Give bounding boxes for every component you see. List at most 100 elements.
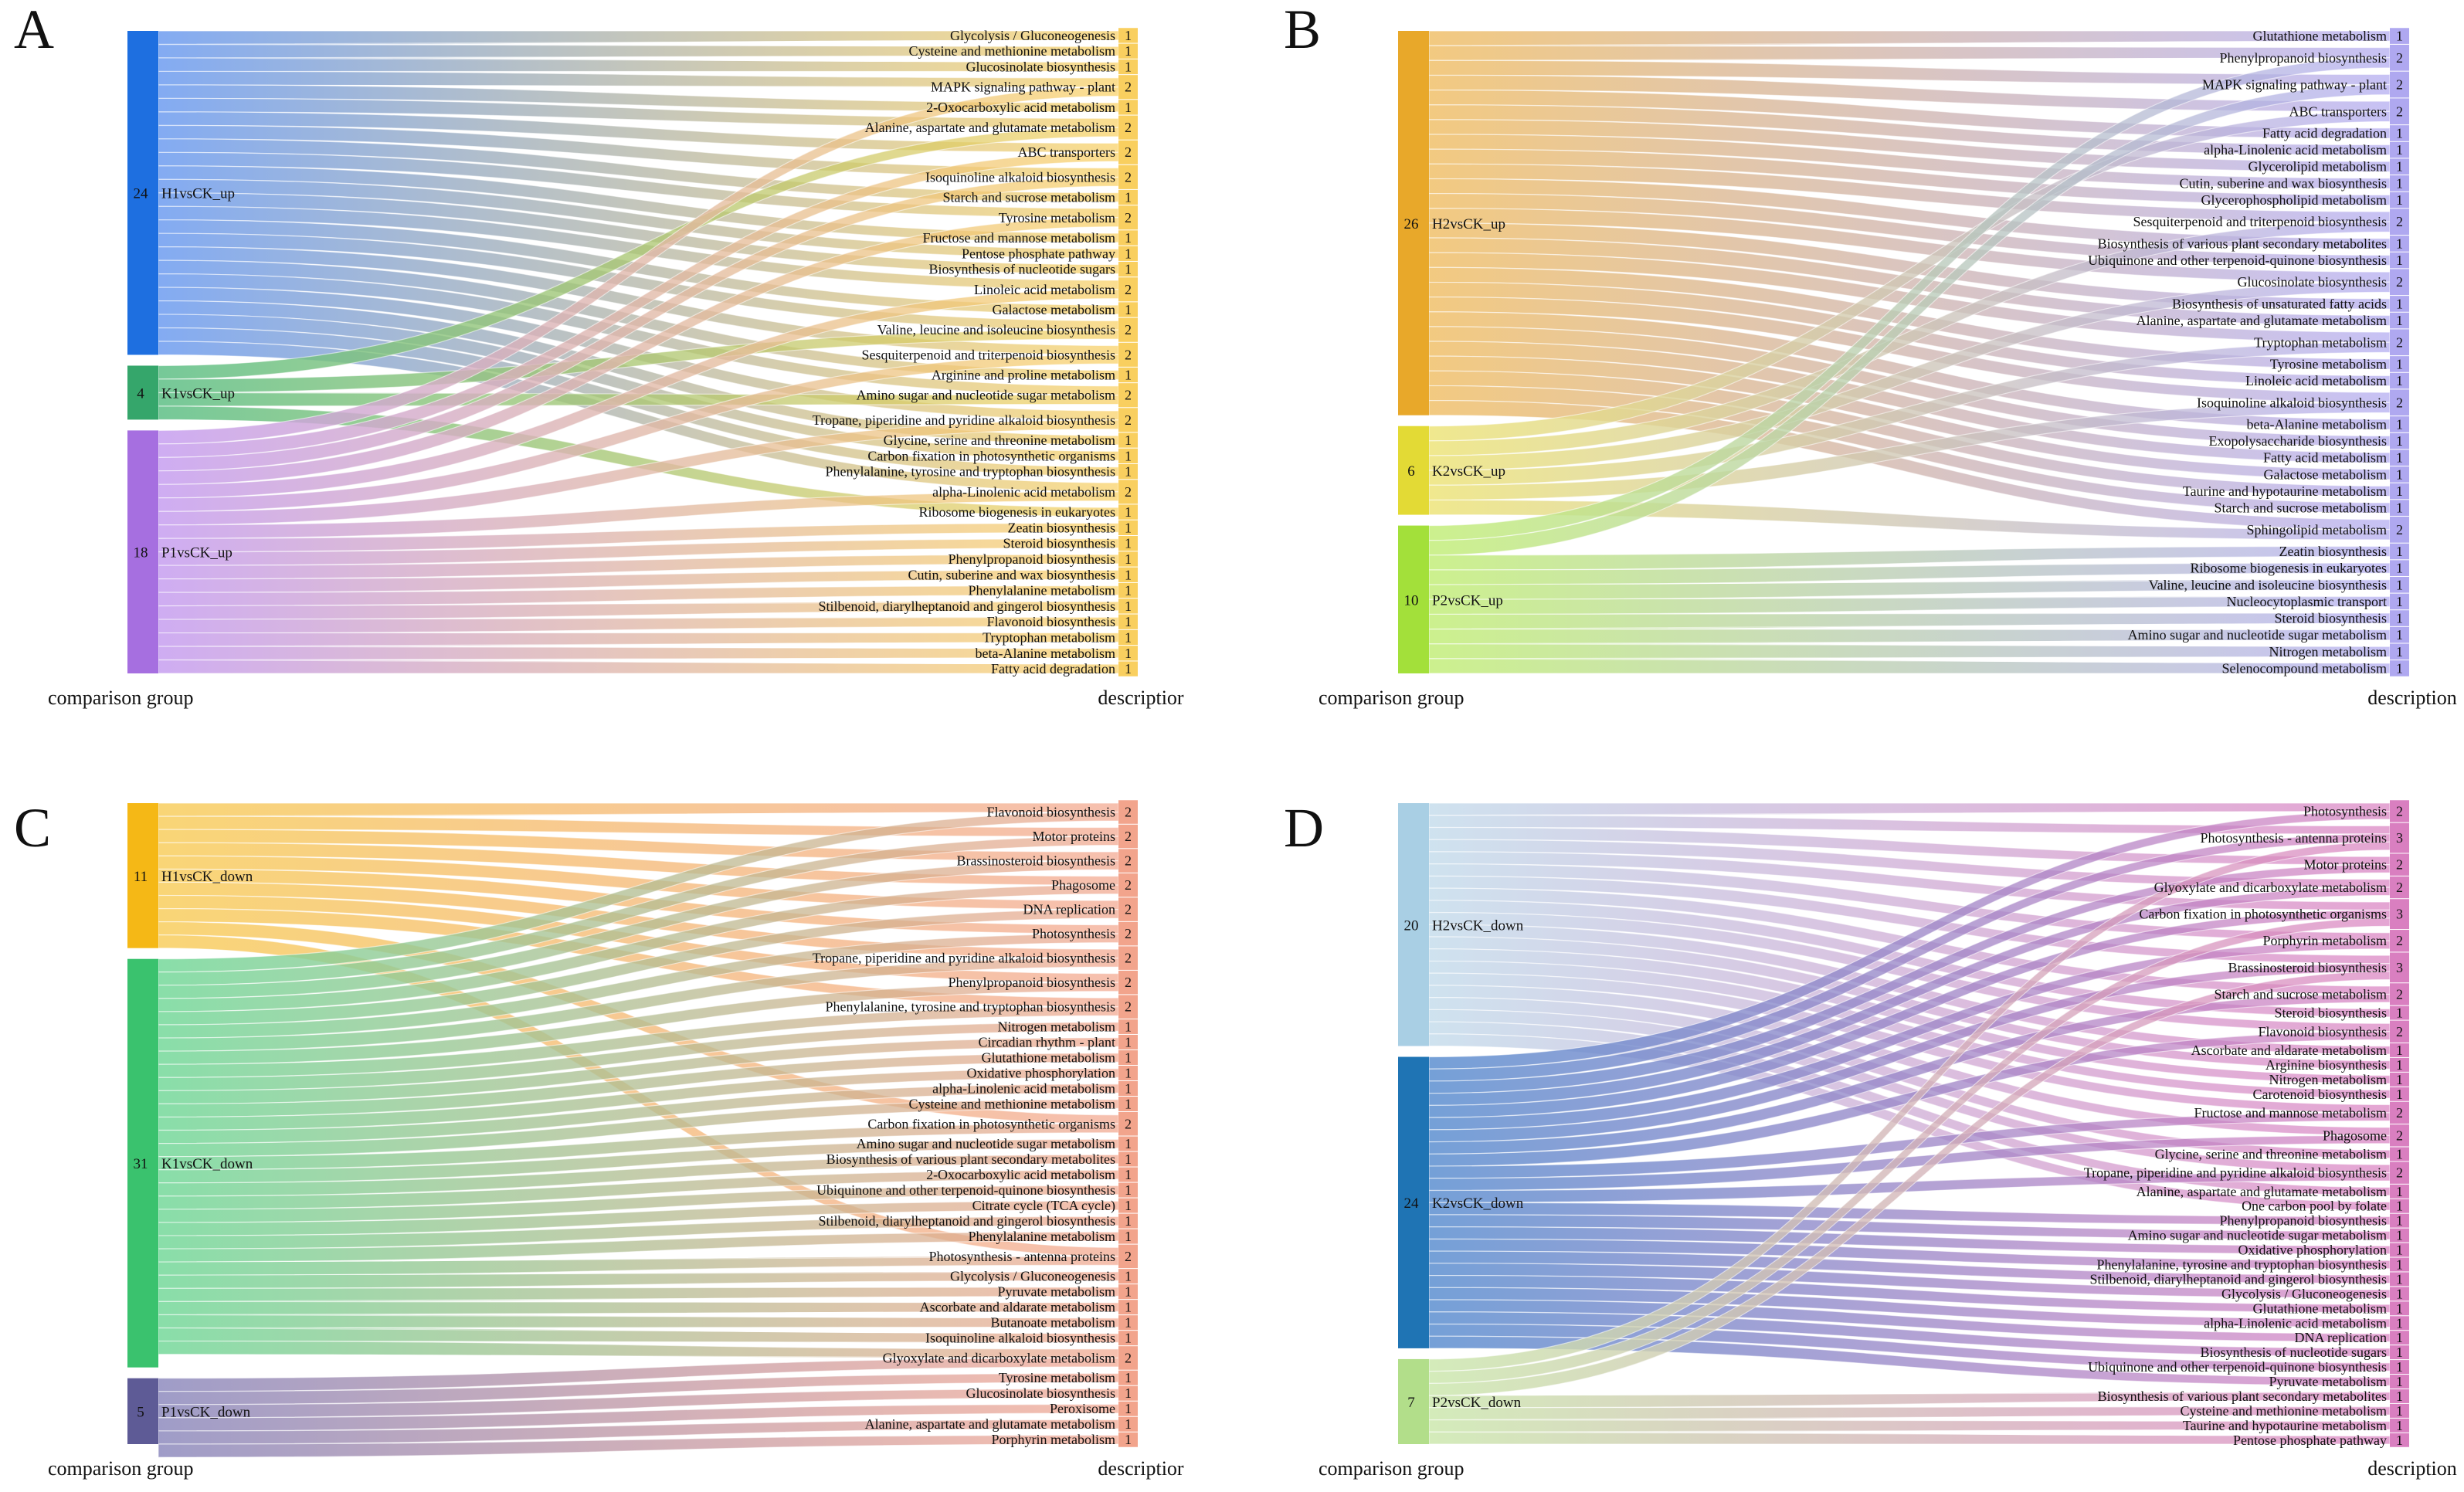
- target-node-phenylpropanoid-biosynthesis: 1 Phenylpropanoid biosynthesis: [2220, 1213, 2409, 1229]
- left-axis-label: comparison group: [1319, 687, 1464, 709]
- target-node-phagosome: 2 Phagosome: [1051, 873, 1138, 897]
- target-node-ubiquinone-and-other-terpenoid-quinone-biosynthesis: 1 Ubiquinone and other terpenoid-quinone …: [2088, 252, 2409, 269]
- target-node-carbon-fixation-in-photosynthetic-organisms: 2 Carbon fixation in photosynthetic organ…: [867, 1112, 1138, 1136]
- target-node-mapk-signaling-pathway-plant: 2 MAPK signaling pathway - plant: [2202, 71, 2409, 98]
- target-label: Alanine, aspartate and glutamate metabol…: [2136, 313, 2387, 328]
- target-bar: [2390, 660, 2409, 676]
- target-count: 1: [1125, 1167, 1132, 1182]
- target-bar: [1118, 1182, 1138, 1198]
- target-node-glycerophospholipid-metabolism: 1 Glycerophospholipid metabolism: [2201, 192, 2409, 209]
- target-count: 1: [2396, 1057, 2403, 1073]
- target-node-pentose-phosphate-pathway: 1 Pentose phosphate pathway: [962, 246, 1138, 261]
- target-bar: [1118, 1401, 1138, 1416]
- target-label: Arginine and proline metabolism: [932, 368, 1115, 383]
- target-count: 1: [1125, 1151, 1132, 1167]
- target-bar: [1118, 1315, 1138, 1331]
- target-node-glucosinolate-biosynthesis: 1 Glucosinolate biosynthesis: [966, 59, 1138, 75]
- target-bar: [1118, 567, 1138, 582]
- target-count: 1: [1125, 230, 1132, 246]
- target-label: Zeatin biosynthesis: [2279, 544, 2387, 559]
- target-node-tropane-piperidine-and-pyridine-alkaloid-biosynthesis: 2 Tropane, piperidine and pyridine alkalo…: [813, 946, 1138, 970]
- target-bar: [1118, 448, 1138, 463]
- source-label: K2vsCK_down: [1432, 1195, 1524, 1212]
- target-node-galactose-metabolism: 1 Galactose metabolism: [2264, 466, 2409, 483]
- target-bar: [2390, 516, 2409, 543]
- target-label: Glycolysis / Gluconeogenesis: [950, 28, 1115, 43]
- target-count: 1: [2396, 1300, 2403, 1316]
- target-node-brassinosteroid-biosynthesis: 2 Brassinosteroid biosynthesis: [957, 849, 1138, 873]
- target-bar: [1118, 1034, 1138, 1049]
- target-node-carbon-fixation-in-photosynthetic-organisms: 3 Carbon fixation in photosynthetic organ…: [2139, 899, 2409, 930]
- target-node-isoquinoline-alkaloid-biosynthesis: 2 Isoquinoline alkaloid biosynthesis: [2197, 389, 2409, 416]
- target-bar: [2390, 1020, 2409, 1043]
- target-label: Phenylpropanoid biosynthesis: [2220, 1213, 2388, 1229]
- target-count: 2: [2396, 50, 2403, 66]
- target-node-glutathione-metabolism: 1 Glutathione metabolism: [2253, 1300, 2409, 1316]
- target-count: 2: [1125, 975, 1132, 990]
- target-node-cysteine-and-methionine-metabolism: 1 Cysteine and methionine metabolism: [909, 43, 1138, 59]
- target-label: Ubiquinone and other terpenoid-quinone b…: [2088, 1359, 2387, 1375]
- target-node-circadian-rhythm-plant: 1 Circadian rhythm - plant: [979, 1034, 1138, 1049]
- target-count: 1: [1125, 614, 1132, 629]
- target-label: Linoleic acid metabolism: [974, 282, 1115, 297]
- target-bar: [2390, 1072, 2409, 1087]
- target-label: Biosynthesis of nucleotide sugars: [929, 262, 1115, 277]
- target-node-motor-proteins: 2 Motor proteins: [1033, 824, 1138, 849]
- target-node-pyruvate-metabolism: 1 Pyruvate metabolism: [998, 1284, 1138, 1300]
- target-count: 2: [1125, 805, 1132, 820]
- target-count: 1: [1125, 1315, 1132, 1331]
- target-bar: [1118, 43, 1138, 59]
- target-count: 2: [1125, 853, 1132, 869]
- target-node-phenylalanine-metabolism: 1 Phenylalanine metabolism: [969, 1229, 1138, 1244]
- target-label: Alanine, aspartate and glutamate metabol…: [2136, 1184, 2387, 1199]
- target-count: 1: [1125, 504, 1132, 520]
- target-bar: [2390, 28, 2409, 44]
- target-bar: [2390, 1345, 2409, 1360]
- target-label: Oxidative phosphorylation: [2238, 1243, 2387, 1258]
- target-node-tyrosine-metabolism: 2 Tyrosine metabolism: [999, 205, 1138, 230]
- target-node-2-oxocarboxylic-acid-metabolism: 1 2-Oxocarboxylic acid metabolism: [926, 1167, 1138, 1182]
- target-node-starch-and-sucrose-metabolism: 1 Starch and sucrose metabolism: [943, 190, 1138, 205]
- target-count: 1: [1125, 1019, 1132, 1034]
- target-count: 2: [2396, 880, 2403, 895]
- target-label: Fatty acid degradation: [2262, 125, 2387, 141]
- target-label: Brassinosteroid biosynthesis: [957, 853, 1116, 869]
- target-label: Stilbenoid, diarylheptanoid and gingerol…: [819, 598, 1115, 614]
- source-label: P2vsCK_up: [1432, 592, 1503, 609]
- target-node-biosynthesis-of-nucleotide-sugars: 1 Biosynthesis of nucleotide sugars: [929, 262, 1138, 277]
- target-bar: [1118, 1065, 1138, 1080]
- target-node-valine-leucine-and-isoleucine-biosynthesis: 1 Valine, leucine and isoleucine biosynth…: [2149, 576, 2409, 593]
- target-node-beta-alanine-metabolism: 1 beta-Alanine metabolism: [2247, 416, 2409, 432]
- target-count: 1: [2396, 1146, 2403, 1161]
- target-label: Nucleocytoplasmic transport: [2227, 594, 2387, 609]
- target-bar: [2390, 416, 2409, 432]
- target-bar: [2390, 192, 2409, 209]
- target-count: 2: [2396, 103, 2403, 119]
- target-count: 1: [1125, 246, 1132, 261]
- target-node-biosynthesis-of-various-plant-secondary-metabolites: 1 Biosynthesis of various plant secondary…: [2098, 236, 2409, 252]
- target-label: Glycine, serine and threonine metabolism: [884, 432, 1115, 448]
- target-count: 1: [1125, 1229, 1132, 1244]
- target-count: 1: [2396, 483, 2403, 499]
- target-bar: [2390, 930, 2409, 952]
- target-count: 1: [2396, 1374, 2403, 1389]
- target-node-one-carbon-pool-by-folate: 1 One carbon pool by folate: [2242, 1199, 2409, 1214]
- target-bar: [2390, 269, 2409, 296]
- target-label: Sesquiterpenoid and triterpenoid biosynt…: [862, 347, 1115, 362]
- target-node-butanoate-metabolism: 1 Butanoate metabolism: [991, 1315, 1138, 1331]
- target-label: Arginine biosynthesis: [2265, 1057, 2387, 1073]
- target-label: Zeatin biosynthesis: [1008, 520, 1115, 535]
- target-bar: [1118, 1370, 1138, 1385]
- source-label: K1vsCK_up: [161, 385, 235, 402]
- target-node-tryptophan-metabolism: 1 Tryptophan metabolism: [983, 629, 1138, 645]
- source-label: H1vsCK_down: [161, 869, 253, 885]
- right-axis-label: description: [2367, 1457, 2457, 1480]
- target-label: Pentose phosphate pathway: [2233, 1433, 2387, 1448]
- target-label: Photosynthesis: [1032, 926, 1115, 941]
- target-bar: [1118, 342, 1138, 367]
- right-axis-label: description: [2367, 687, 2457, 709]
- target-bar: [2390, 1243, 2409, 1257]
- target-count: 2: [1125, 1249, 1132, 1264]
- target-bar: [2390, 853, 2409, 876]
- target-count: 2: [2396, 522, 2403, 537]
